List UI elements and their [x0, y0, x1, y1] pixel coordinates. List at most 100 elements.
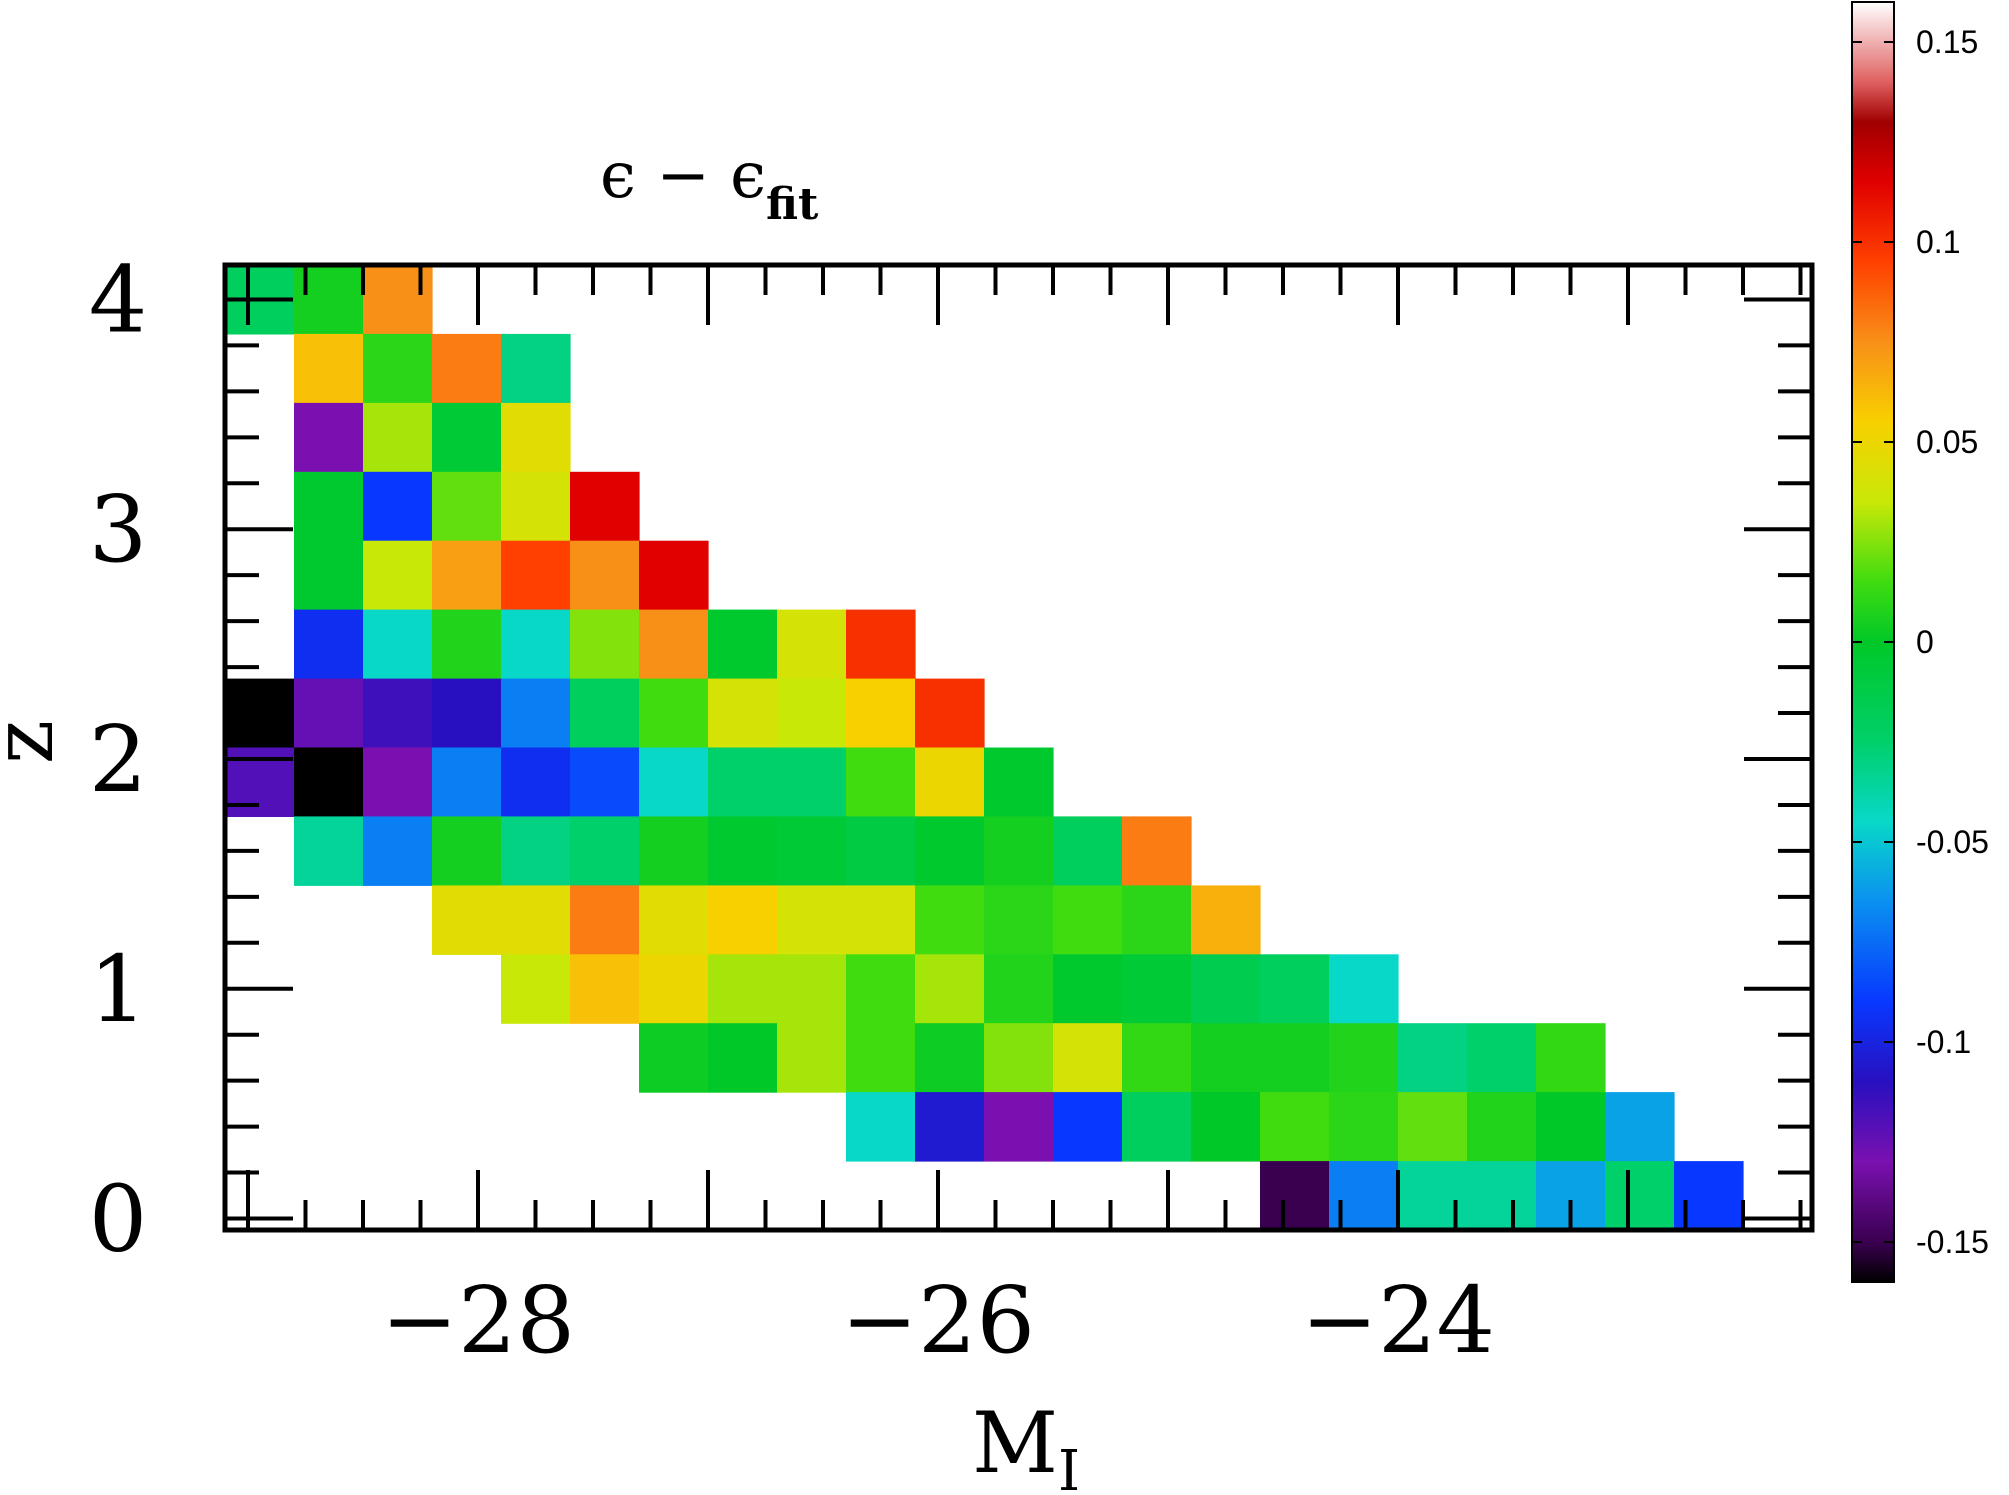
y-tick-label: 2 — [89, 706, 148, 813]
heatmap-cell — [294, 471, 364, 542]
heatmap-cell — [639, 540, 709, 611]
heatmap-cell — [432, 609, 502, 680]
heatmap-cell — [501, 333, 571, 404]
heatmap-cell — [501, 816, 571, 886]
heatmap-cell — [708, 747, 778, 817]
heatmap-cell — [777, 816, 847, 886]
heatmap-cell — [777, 609, 847, 680]
y-tick-label: 0 — [89, 1166, 148, 1273]
heatmap-cell — [777, 954, 847, 1024]
y-tick-labels: 0 1 2 3 4 — [89, 246, 148, 1272]
colorbar-tick-label: 0.1 — [1916, 224, 1960, 260]
heatmap-cell — [432, 402, 502, 473]
heatmap-cell — [777, 885, 847, 955]
heatmap-cell — [1398, 1023, 1468, 1093]
heatmap-cell — [1122, 954, 1192, 1024]
heatmap-cell — [570, 540, 640, 611]
heatmap-cell — [1260, 1023, 1330, 1093]
heatmap-cell — [708, 609, 778, 680]
heatmap-cell — [432, 885, 502, 955]
heatmap-cell — [846, 816, 916, 886]
heatmap-cell — [294, 678, 364, 749]
heatmap-cell — [1467, 1092, 1537, 1162]
colorbar-tick-label: -0.05 — [1916, 824, 1989, 860]
heatmap-cell — [915, 678, 985, 749]
heatmap-cell — [708, 816, 778, 886]
heatmap-cell — [915, 1092, 985, 1162]
heatmap-cell — [846, 609, 916, 680]
colorbar-tick-label: 0 — [1916, 624, 1934, 660]
heatmap-cell — [294, 402, 364, 473]
heatmap-cell — [570, 747, 640, 817]
heatmap-cell — [984, 816, 1054, 886]
heatmap-cell — [501, 609, 571, 680]
heatmap-cell — [915, 954, 985, 1024]
heatmap-cell — [984, 747, 1054, 817]
heatmap-cell — [915, 747, 985, 817]
heatmap-cell — [639, 678, 709, 749]
x-tick-label: −28 — [381, 1267, 575, 1374]
heatmap-cell — [363, 471, 433, 542]
heatmap-cell — [501, 747, 571, 817]
heatmap-cell — [984, 1092, 1054, 1162]
heatmap-cell — [846, 954, 916, 1024]
heatmap-cell — [1191, 885, 1261, 955]
heatmap-cell — [363, 747, 433, 817]
heatmap-cell — [1329, 954, 1399, 1024]
y-tick-label: 4 — [89, 246, 148, 353]
heatmap-cell — [1122, 1023, 1192, 1093]
heatmap-cell — [1122, 885, 1192, 955]
heatmap-cell — [570, 885, 640, 955]
plot-frame — [222, 262, 1815, 1233]
heatmap-cell — [846, 885, 916, 955]
heatmap-cell — [984, 954, 1054, 1024]
heatmap-cell — [363, 402, 433, 473]
heatmap-cell — [501, 885, 571, 955]
heatmap-cell — [570, 471, 640, 542]
heatmap-cell — [915, 1023, 985, 1093]
heatmap-cell — [1536, 1023, 1606, 1093]
heatmap-cell — [501, 402, 571, 473]
heatmap-cell — [1605, 1161, 1675, 1231]
heatmap-cell — [501, 678, 571, 749]
heatmap-cell — [432, 816, 502, 886]
heatmap-cell — [363, 816, 433, 886]
x-tick-label: −26 — [841, 1267, 1035, 1374]
heatmap-cell — [432, 471, 502, 542]
colorbar-ticks: 0.15 0.1 0.05 0 -0.05 -0.1 -0.15 — [1852, 24, 1989, 1260]
heatmap-cell — [1260, 1092, 1330, 1162]
y-tick-label: 3 — [89, 476, 148, 583]
colorbar-tick-label: 0.05 — [1916, 424, 1978, 460]
heatmap-cell — [294, 816, 364, 886]
heatmap-cell — [1191, 1023, 1261, 1093]
heatmap-cell — [432, 678, 502, 749]
heatmap-cell — [1122, 1092, 1192, 1162]
heatmap-cell — [846, 747, 916, 817]
heatmap-cell — [570, 678, 640, 749]
colorbar-tick-label: 0.15 — [1916, 24, 1978, 60]
heatmap-cell — [501, 471, 571, 542]
colorbar-tick-label: -0.15 — [1916, 1224, 1989, 1260]
heatmap-cell — [1467, 1161, 1537, 1231]
heatmap-cell — [777, 1023, 847, 1093]
heatmap-cell — [501, 540, 571, 611]
heatmap-cell — [846, 1092, 916, 1162]
heatmap-cells — [225, 265, 1744, 1231]
heatmap-cell — [639, 609, 709, 680]
heatmap-cell — [294, 333, 364, 404]
heatmap-cell — [1053, 1092, 1123, 1162]
heatmap-cell — [363, 540, 433, 611]
heatmap-cell — [708, 678, 778, 749]
x-axis-label-main: M — [972, 1394, 1058, 1492]
y-axis-label: z — [0, 720, 72, 764]
heatmap-cell — [1053, 885, 1123, 955]
heatmap-cell — [1053, 954, 1123, 1024]
x-axis-label-subscript: I — [1058, 1439, 1080, 1495]
colorbar-tick-label: -0.1 — [1916, 1024, 1971, 1060]
heatmap-cell — [915, 816, 985, 886]
heatmap-cell — [363, 609, 433, 680]
heatmap-cell — [1122, 816, 1192, 886]
heatmap-cell — [708, 1023, 778, 1093]
heatmap-cell — [1605, 1092, 1675, 1162]
